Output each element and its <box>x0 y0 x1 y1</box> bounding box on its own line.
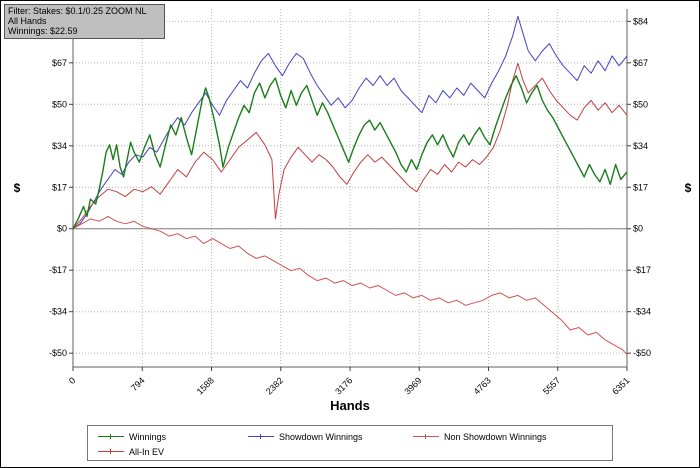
chart-legend: Winnings Showdown Winnings Non Showdown Wi… <box>87 425 613 461</box>
filter-winnings-text: Winnings: $22.59 <box>8 26 78 36</box>
series-line-all-in-ev <box>72 62 628 230</box>
legend-swatch <box>98 449 124 454</box>
legend-swatch <box>413 434 439 439</box>
series-line-showdown-winnings <box>72 15 628 230</box>
legend-swatch <box>98 434 124 439</box>
legend-label: Showdown Winnings <box>279 431 363 442</box>
filter-hands-text: All Hands <box>8 16 47 26</box>
y-tick-label-left: -$17 <box>49 265 67 275</box>
y-tick-label-right: $50 <box>633 99 648 109</box>
y-tick-label-right: $17 <box>633 182 648 192</box>
legend-label: Winnings <box>129 431 167 442</box>
x-tick-label: 6351 <box>610 375 631 396</box>
x-tick-label: 0 <box>67 375 78 386</box>
x-tick-label: 5557 <box>541 375 562 396</box>
legend-item-all-in-ev: All-In EV <box>98 447 248 457</box>
y-tick-label-left: $17 <box>52 182 67 192</box>
y-tick-label-left: $34 <box>52 141 67 151</box>
x-tick-label: 4763 <box>472 375 493 396</box>
y-tick-label-left: $50 <box>52 99 67 109</box>
y-tick-label-right: $67 <box>633 58 648 68</box>
y-tick-label-right: -$17 <box>633 265 651 275</box>
legend-row: Winnings Showdown Winnings Non Showdown Wi… <box>98 429 602 444</box>
y-tick-label-right: $0 <box>633 224 643 234</box>
x-tick-label: 3176 <box>333 375 354 396</box>
y-axis-title-left: $ <box>14 181 21 195</box>
series-line-winnings <box>72 74 628 230</box>
filter-stakes-text: Filter: Stakes: $0.1/0.25 ZOOM NL <box>8 6 147 16</box>
series-line-non-showdown-winnings <box>72 215 628 356</box>
y-tick-label-right: -$50 <box>633 348 651 358</box>
legend-swatch <box>248 434 274 439</box>
y-tick-label-left: $0 <box>57 224 67 234</box>
legend-item-winnings: Winnings <box>98 432 248 442</box>
y-tick-label-left: $67 <box>52 58 67 68</box>
x-tick-label: 1588 <box>195 375 216 396</box>
x-axis-title: Hands <box>330 398 370 413</box>
y-axis-title-right: $ <box>685 181 692 195</box>
y-tick-label-right: $84 <box>633 16 648 26</box>
y-tick-label-right: -$34 <box>633 307 651 317</box>
winnings-chart: $84$84$67$67$50$50$34$34$17$17$0$0-$17-$… <box>14 9 692 413</box>
x-tick-label: 794 <box>129 375 147 393</box>
filter-info-box: Filter: Stakes: $0.1/0.25 ZOOM NL All Ha… <box>4 4 165 39</box>
x-tick-label: 3969 <box>402 375 423 396</box>
y-tick-label-left: -$34 <box>49 307 67 317</box>
legend-label: All-In EV <box>129 446 165 457</box>
x-tick-label: 2382 <box>264 375 285 396</box>
legend-item-showdown-winnings: Showdown Winnings <box>248 432 413 442</box>
y-tick-label-left: -$50 <box>49 348 67 358</box>
legend-item-non-showdown-winnings: Non Showdown Winnings <box>413 432 602 442</box>
legend-label: Non Showdown Winnings <box>444 431 547 442</box>
y-tick-label-right: $34 <box>633 141 648 151</box>
legend-row: All-In EV <box>98 444 602 459</box>
